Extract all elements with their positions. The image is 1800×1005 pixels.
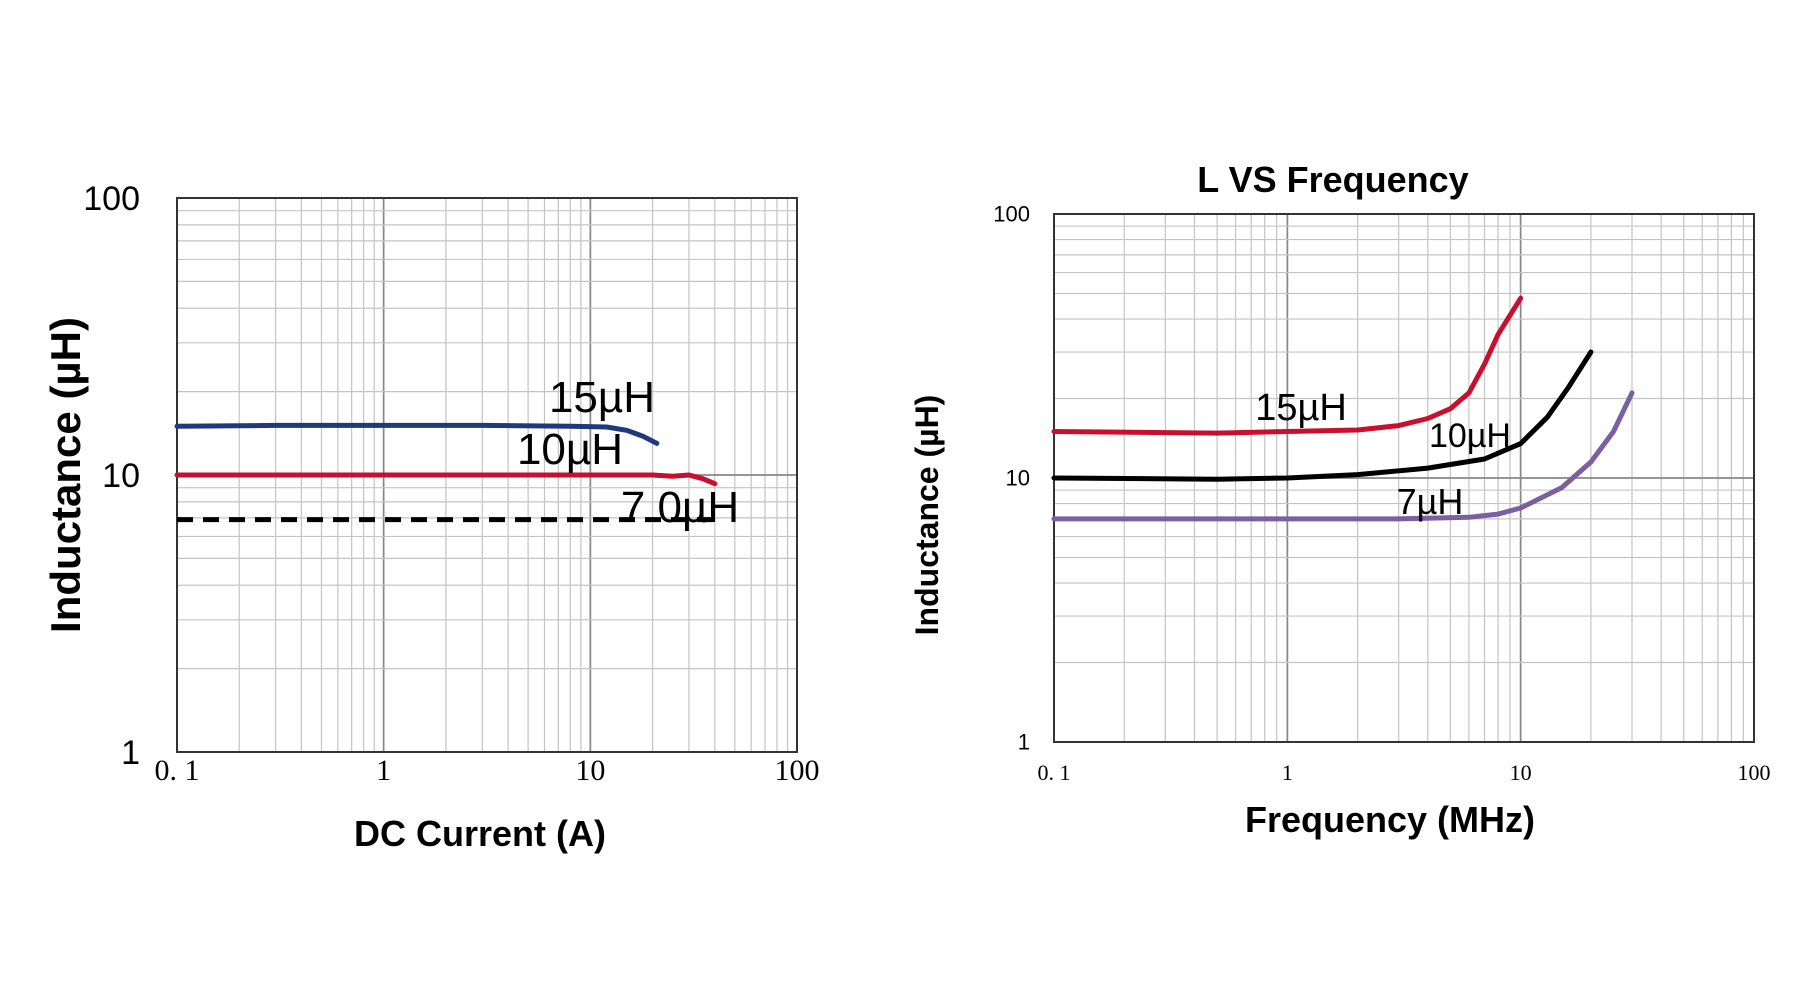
dc-current-x-axis-label: DC Current (A): [354, 813, 606, 854]
x-tick-label: 100: [1738, 760, 1771, 785]
x-tick-label: 0. 1: [155, 754, 200, 787]
y-tick-label: 10: [1006, 466, 1030, 491]
x-tick-label: 10: [575, 754, 605, 787]
frequency-chart: L VS Frequency 0. 1 1 10 100 1 10 100 15µH 10µ…: [909, 159, 1771, 840]
x-tick-label: 100: [775, 754, 820, 787]
dc-current-series-label: 15µH: [549, 373, 655, 422]
frequency-y-axis-label: Inductance (µH): [909, 395, 945, 636]
frequency-series-label: 15µH: [1255, 387, 1347, 429]
dc-current-y-axis-label: Inductance (µH): [42, 317, 89, 633]
dc-current-series-10H-line: [174, 472, 718, 487]
y-tick-label: 1: [1018, 730, 1030, 755]
x-tick-label: 10: [1510, 760, 1532, 785]
frequency-series-7H-line: [1051, 390, 1635, 522]
frequency-series: [1051, 295, 1635, 522]
dc-current-series: [174, 422, 718, 523]
dc-current-series-label: 7.0µH: [621, 483, 739, 532]
y-tick-label: 10: [102, 457, 140, 495]
frequency-series-labels: 15µH 10µH 7µH: [1255, 387, 1511, 522]
frequency-series-10H-line: [1051, 349, 1594, 482]
y-tick-label: 1: [121, 734, 140, 772]
x-tick-label: 0. 1: [1038, 760, 1071, 785]
dc-current-x-ticks: 0. 1 1 10 100: [155, 754, 820, 787]
y-tick-label: 100: [83, 180, 140, 218]
frequency-x-ticks: 0. 1 1 10 100: [1038, 760, 1771, 785]
frequency-y-ticks: 1 10 100: [993, 202, 1030, 755]
frequency-x-axis-label: Frequency (MHz): [1245, 799, 1535, 840]
x-tick-label: 1: [1282, 760, 1293, 785]
dc-current-y-ticks: 1 10 100: [83, 180, 140, 772]
frequency-series-label: 7µH: [1397, 481, 1464, 522]
y-tick-label: 100: [993, 202, 1030, 227]
frequency-chart-title: L VS Frequency: [1197, 159, 1468, 200]
frequency-series-15H-line: [1051, 295, 1524, 436]
x-tick-label: 1: [376, 754, 391, 787]
dc-current-series-15H-line: [174, 422, 660, 446]
frequency-series-label: 10µH: [1429, 417, 1511, 455]
dc-current-series-label: 10µH: [517, 425, 623, 474]
